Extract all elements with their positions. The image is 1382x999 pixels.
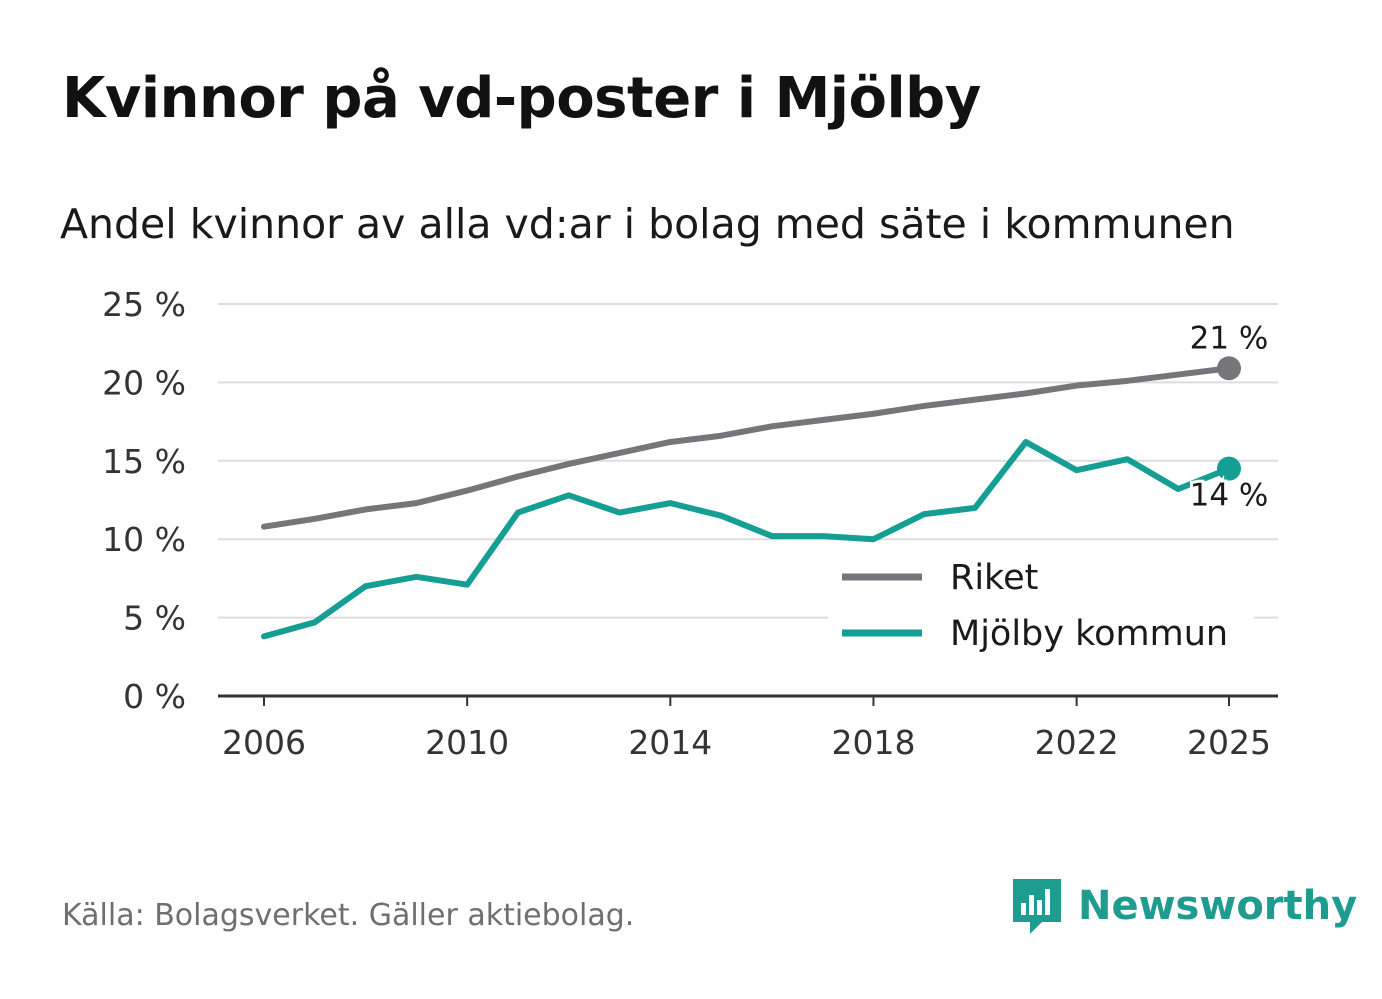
legend-label: Riket [950,558,1038,598]
y-tick-label: 20 % [102,363,186,402]
bar-chart-speech-bubble-icon [1013,879,1061,934]
series-line [261,438,1232,640]
end-label: 14 % [1190,478,1269,514]
y-tick-label: 5 % [123,599,186,638]
series [261,356,1241,640]
legend-label: Mjölby kommun [950,614,1228,654]
x-axis: 2006 2010 2014 2018 2022 2025 [218,694,1278,762]
brand-logo: Newsworthy [1010,876,1357,936]
legend: Riket Mjölby kommun [828,548,1254,664]
series-end-marker [1217,456,1241,481]
x-tick-label: 2010 [425,723,509,762]
x-tick-label: 2025 [1187,723,1271,762]
end-labels: 21 % 14 % [1187,320,1272,516]
y-tick-label: 0 % [123,677,186,716]
legend-background [828,548,1254,664]
x-tick-label: 2022 [1035,723,1119,762]
series-line [261,365,1232,530]
y-tick-label: 15 % [102,442,186,481]
y-tick-label: 10 % [102,520,186,559]
x-tick-label: 2018 [831,723,915,762]
chart-title: Kvinnor på vd-poster i Mjölby [62,66,981,131]
x-tick-label: 2014 [628,723,712,762]
y-tick-label: 25 % [102,285,186,324]
brand-name: Newsworthy [1078,883,1358,929]
chart-subtitle: Andel kvinnor av alla vd:ar i bolag med … [60,200,1235,248]
line-chart: 0 %5 %10 %15 %20 %25 % 2006 2010 2014 2018 2… [102,285,1278,762]
x-tick-label: 2006 [222,723,306,762]
end-label: 21 % [1190,320,1269,356]
source-note: Källa: Bolagsverket. Gäller aktiebolag. [62,898,635,933]
y-axis: 0 % 5 % 10 % 15 % 20 % 25 % [102,285,186,716]
series-end-marker [1217,356,1241,381]
